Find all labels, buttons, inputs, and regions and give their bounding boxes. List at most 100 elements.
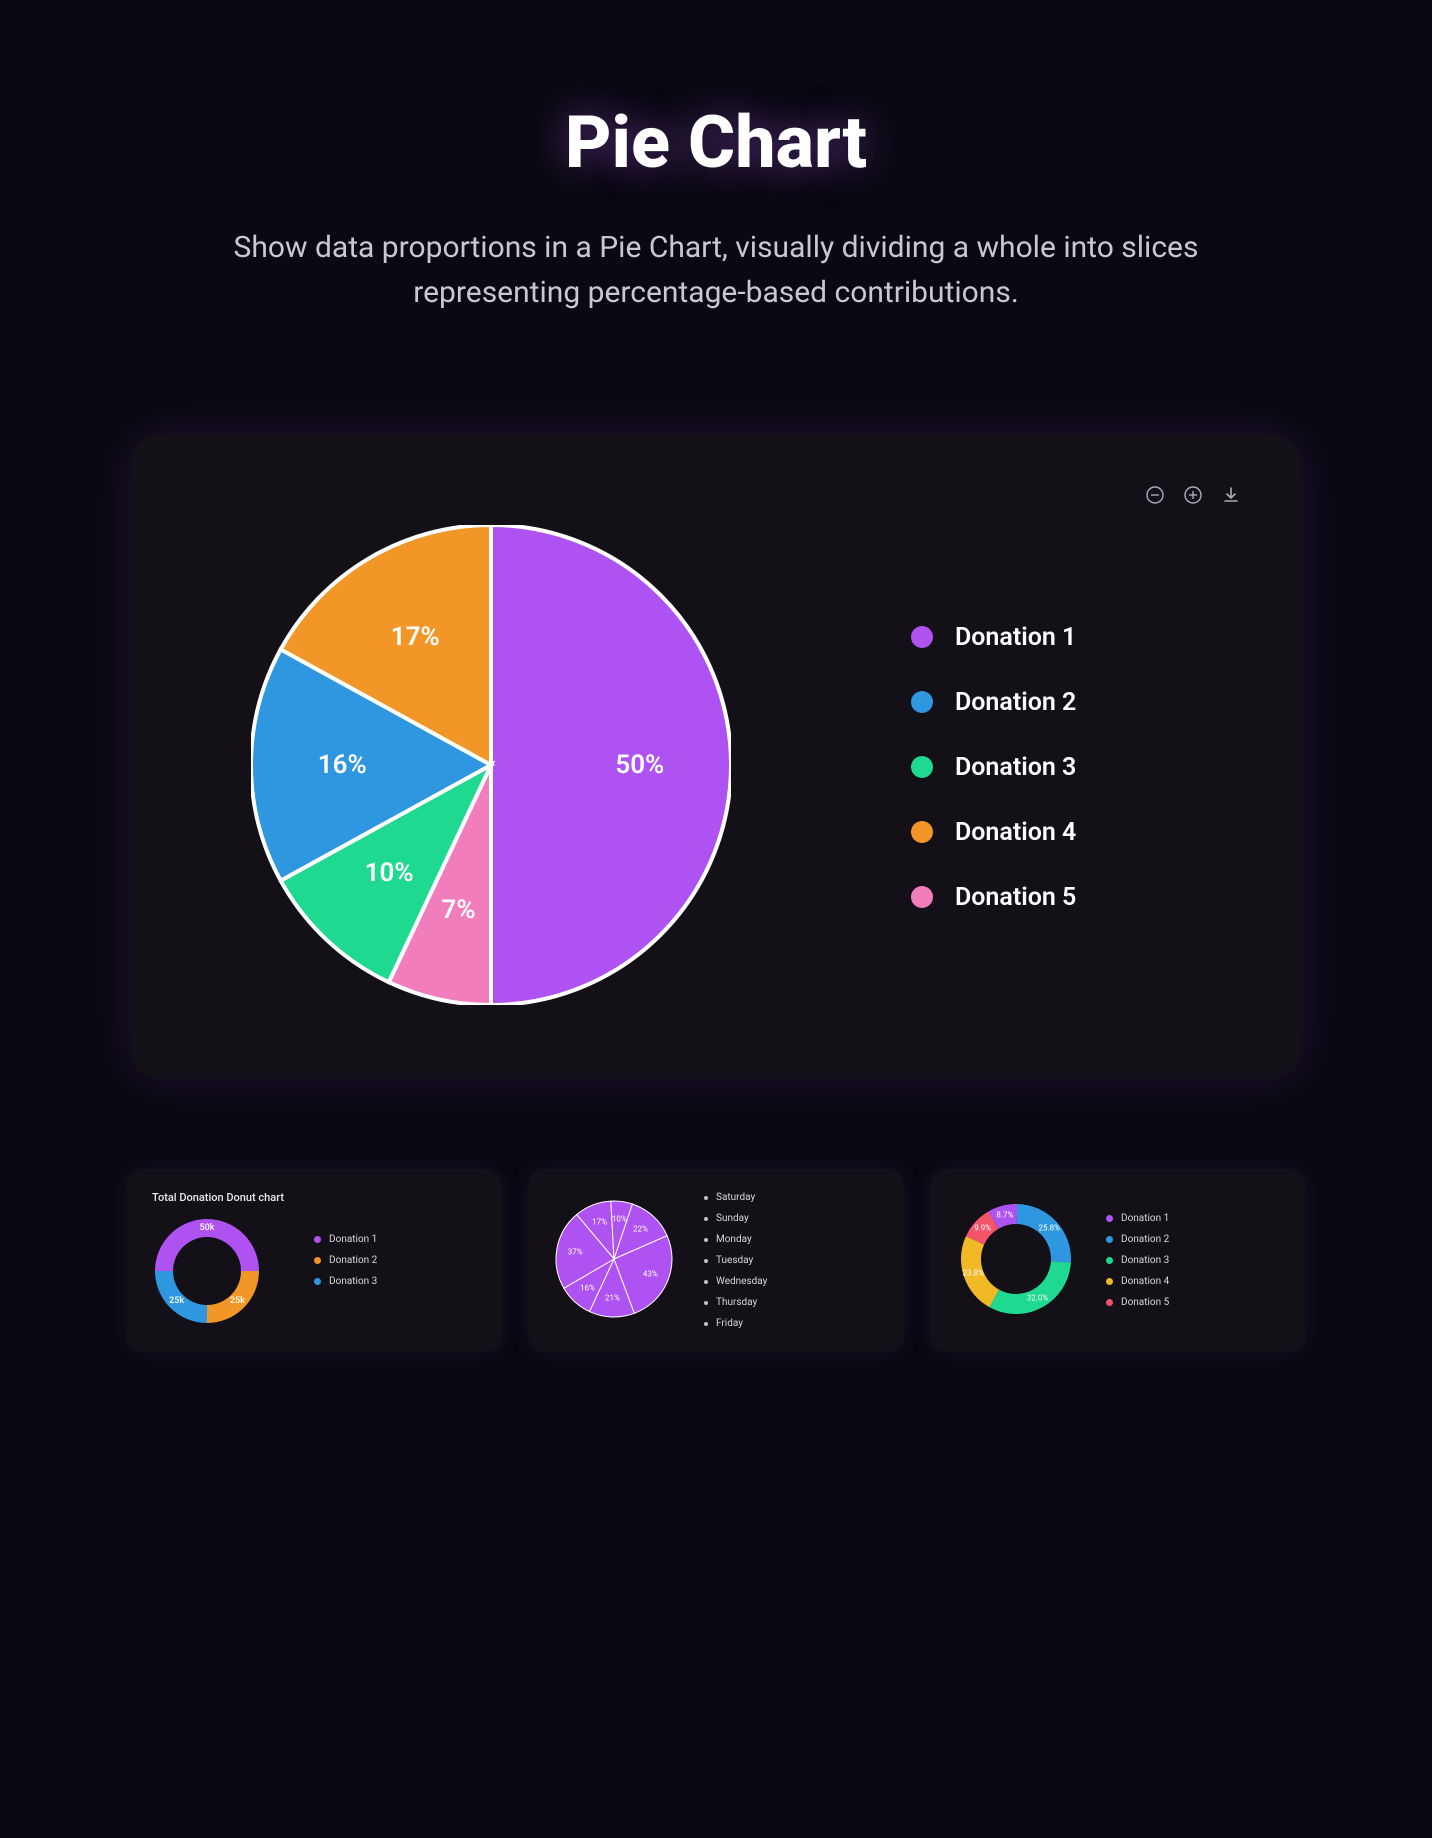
mini-legend-item: Donation 1	[314, 1234, 377, 1245]
bullet-icon	[704, 1322, 708, 1326]
mini-legend-label: Friday	[716, 1318, 743, 1329]
mini-legend-item: Donation 2	[1106, 1234, 1169, 1245]
thumb-donut-3[interactable]: 8.7%25.8%32.0%23.8%9.9% Donation 1Donati…	[930, 1169, 1306, 1352]
thumb2-legend: Saturday Sunday Monday Tuesday Wednesday Thur…	[704, 1192, 767, 1329]
legend-dot	[911, 886, 933, 908]
thumbnail-row: Total Donation Donut chart 50k 25k 25k Don…	[126, 1169, 1306, 1352]
bullet-icon	[704, 1259, 708, 1263]
main-pie-chart: 50% 7% 10% 16% 17%	[251, 525, 731, 1009]
donut-slice-label: 25.8%	[1038, 1224, 1059, 1233]
mini-legend-item: Donation 2	[314, 1255, 377, 1266]
pie-slice[interactable]	[491, 525, 731, 1005]
thumb1-legend: Donation 1 Donation 2 Donation 3	[314, 1234, 377, 1287]
mini-legend-label: Monday	[716, 1234, 752, 1245]
pie-slice-label: 17%	[592, 1217, 607, 1226]
thumb1-title: Total Donation Donut chart	[152, 1191, 284, 1204]
zoom-out-icon[interactable]	[1145, 485, 1165, 505]
mini-legend-label: Tuesday	[716, 1255, 753, 1266]
pie-slice-label: 21%	[605, 1293, 620, 1302]
mini-legend-item: Friday	[704, 1318, 767, 1329]
donut-slice-label: 8.7%	[996, 1210, 1013, 1219]
mini-legend-label: Thursday	[716, 1297, 757, 1308]
mini-legend-item: Wednesday	[704, 1276, 767, 1287]
chart-toolbar	[191, 485, 1241, 505]
mini-legend-item: Donation 3	[314, 1276, 377, 1287]
donut-slice-label: 32.0%	[1027, 1294, 1048, 1303]
mini-legend-item: Donation 5	[1106, 1297, 1169, 1308]
thumb3-legend: Donation 1 Donation 2 Donation 3 Donation 4…	[1106, 1213, 1169, 1308]
mini-legend-label: Donation 1	[329, 1234, 377, 1245]
mini-legend-dot	[314, 1257, 321, 1264]
mini-legend-label: Saturday	[716, 1192, 755, 1203]
mini-legend-label: Donation 4	[1121, 1276, 1169, 1287]
legend-label: Donation 2	[955, 688, 1076, 717]
thumb-donut-1[interactable]: Total Donation Donut chart 50k 25k 25k Don…	[126, 1169, 502, 1352]
pie-slice-label: 16%	[318, 750, 367, 780]
bullet-icon	[704, 1238, 708, 1242]
mini-legend-dot	[1106, 1278, 1113, 1285]
mini-legend-dot	[1106, 1299, 1113, 1306]
mini-legend-label: Wednesday	[716, 1276, 767, 1287]
pie-slice-label: 10%	[365, 858, 414, 888]
pie-slice-label: 22%	[633, 1225, 648, 1234]
legend-dot	[911, 756, 933, 778]
legend-item[interactable]: Donation 4	[911, 818, 1076, 847]
donut-slice-label: 25k	[169, 1296, 184, 1306]
legend-dot	[911, 626, 933, 648]
thumb-pie-2[interactable]: 17% 10% 22% 43% 21% 16% 37% Saturday Sunday Mond…	[528, 1169, 904, 1352]
mini-legend-item: Monday	[704, 1234, 767, 1245]
mini-legend-label: Donation 1	[1121, 1213, 1169, 1224]
mini-legend-dot	[1106, 1236, 1113, 1243]
mini-legend-item: Thursday	[704, 1297, 767, 1308]
page-title: Pie Chart	[60, 100, 1372, 185]
donut-slice-label: 9.9%	[974, 1224, 991, 1233]
mini-legend-item: Donation 1	[1106, 1213, 1169, 1224]
bullet-icon	[704, 1280, 708, 1284]
mini-legend-item: Donation 3	[1106, 1255, 1169, 1266]
mini-legend-dot	[314, 1278, 321, 1285]
mini-legend-item: Donation 4	[1106, 1276, 1169, 1287]
mini-legend-dot	[1106, 1257, 1113, 1264]
mini-legend-label: Donation 2	[329, 1255, 377, 1266]
pie-slice-label: 43%	[643, 1269, 658, 1278]
donut-slice-label: 25k	[230, 1296, 245, 1306]
legend-label: Donation 3	[955, 753, 1076, 782]
mini-legend-item: Tuesday	[704, 1255, 767, 1266]
legend-item[interactable]: Donation 1	[911, 623, 1076, 652]
legend-item[interactable]: Donation 3	[911, 753, 1076, 782]
mini-legend-label: Donation 3	[329, 1276, 377, 1287]
page-subtitle: Show data proportions in a Pie Chart, vi…	[191, 225, 1241, 315]
main-chart-card: 50%7%10%16%17% Donation 1Donation 2Donat…	[131, 435, 1301, 1079]
pie-slice-label: 50%	[615, 750, 664, 780]
download-icon[interactable]	[1221, 485, 1241, 505]
mini-legend-dot	[1106, 1215, 1113, 1222]
pie-slice-label: 17%	[391, 622, 440, 652]
legend-item[interactable]: Donation 2	[911, 688, 1076, 717]
legend-label: Donation 1	[955, 623, 1076, 652]
pie-slice-label: 7%	[442, 895, 476, 925]
bullet-icon	[704, 1217, 708, 1221]
mini-legend-dot	[314, 1236, 321, 1243]
legend-label: Donation 5	[955, 883, 1076, 912]
bullet-icon	[704, 1301, 708, 1305]
donut-slice	[989, 1261, 1070, 1314]
donut-slice-label: 23.8%	[963, 1268, 984, 1277]
bullet-icon	[704, 1196, 708, 1200]
zoom-in-icon[interactable]	[1183, 485, 1203, 505]
mini-legend-item: Sunday	[704, 1213, 767, 1224]
main-legend: Donation 1 Donation 2 Donation 3 Donation 4…	[911, 623, 1076, 912]
mini-legend-label: Sunday	[716, 1213, 749, 1224]
mini-legend-item: Saturday	[704, 1192, 767, 1203]
mini-legend-label: Donation 5	[1121, 1297, 1169, 1308]
donut-slice	[1017, 1204, 1071, 1263]
legend-dot	[911, 691, 933, 713]
legend-item[interactable]: Donation 5	[911, 883, 1076, 912]
legend-label: Donation 4	[955, 818, 1076, 847]
mini-legend-label: Donation 3	[1121, 1255, 1169, 1266]
legend-dot	[911, 821, 933, 843]
mini-legend-label: Donation 2	[1121, 1234, 1169, 1245]
pie-slice-label: 16%	[580, 1283, 595, 1292]
pie-slice-label: 37%	[568, 1247, 583, 1256]
pie-slice-label: 10%	[612, 1215, 627, 1224]
donut-slice-label: 50k	[200, 1223, 215, 1233]
